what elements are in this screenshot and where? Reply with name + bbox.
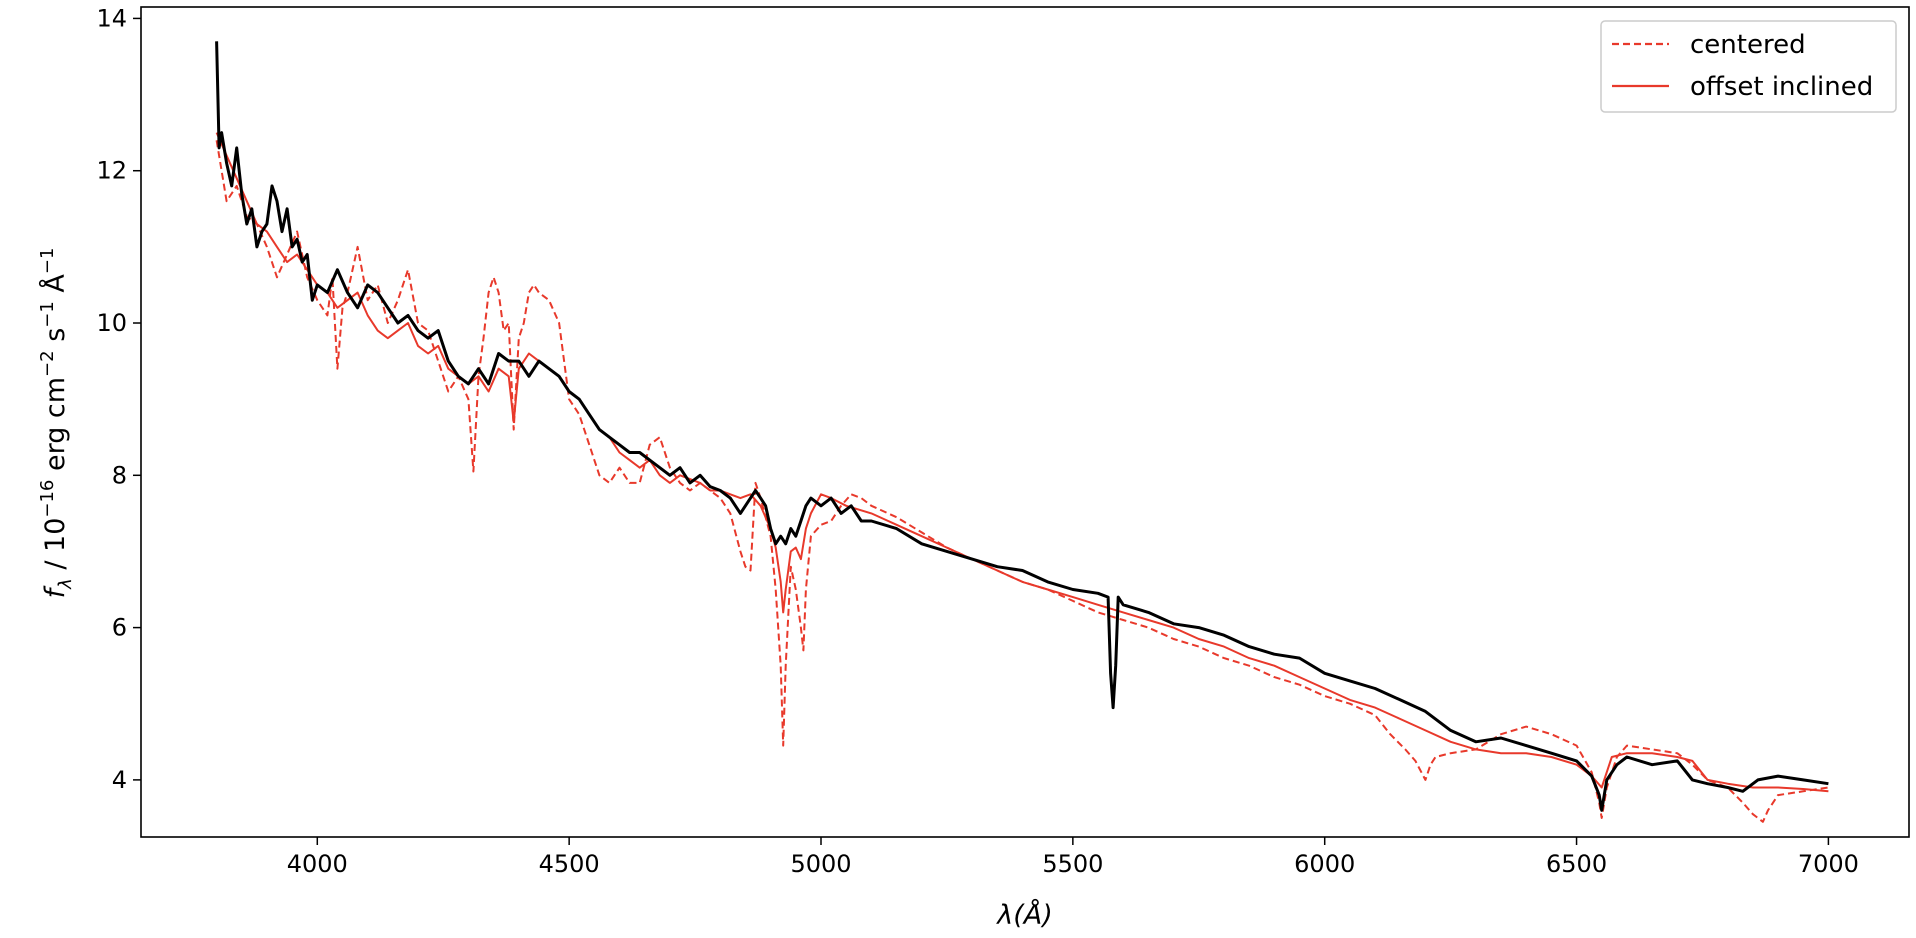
- series-line-observed: [215, 41, 1829, 812]
- legend-label-centered: centered: [1690, 30, 1806, 60]
- y-label-s: s: [40, 328, 71, 351]
- y-label-lambda-sub: λ: [55, 578, 76, 590]
- y-axis-ticks: 4 6 8 10 12 14: [96, 4, 141, 794]
- x-tick-label: 6000: [1294, 850, 1355, 878]
- y-label-exp16: −16: [37, 480, 58, 518]
- series-layer: [215, 41, 1829, 823]
- y-label-slash: / 10: [40, 518, 71, 579]
- y-label-angstrom: Å: [39, 274, 71, 302]
- plot-frame: [140, 6, 1910, 838]
- series-line-centered: [215, 140, 1829, 823]
- legend-label-offset-inclined: offset inclined: [1690, 72, 1873, 102]
- y-tick-label: 12: [96, 157, 127, 185]
- x-tick-label: 4500: [539, 850, 600, 878]
- y-tick-label: 14: [96, 4, 127, 32]
- x-tick-label: 6500: [1546, 850, 1607, 878]
- x-tick-label: 5500: [1042, 850, 1103, 878]
- x-tick-label: 4000: [287, 850, 348, 878]
- y-tick-label: 4: [112, 766, 127, 794]
- x-axis-ticks: 4000 4500 5000 5500 6000 6500 7000: [287, 837, 1859, 878]
- y-label-exp1a: −1: [37, 301, 58, 328]
- x-tick-label: 5000: [790, 850, 851, 878]
- y-tick-label: 6: [112, 614, 127, 642]
- y-label-erg: erg cm: [40, 377, 71, 480]
- x-axis-label: λ(Å): [995, 899, 1053, 931]
- series-line-offset-inclined: [215, 132, 1829, 793]
- y-tick-label: 8: [112, 461, 127, 489]
- y-tick-label: 10: [96, 309, 127, 337]
- legend-box: [1600, 20, 1897, 113]
- y-label-exp1b: −1: [37, 248, 58, 275]
- y-axis-label: fλ / 10−16 erg cm−2 s−1 Å−1: [37, 248, 76, 599]
- y-label-exp2: −2: [37, 350, 58, 377]
- x-tick-label: 7000: [1798, 850, 1859, 878]
- legend: centered offset inclined: [1600, 20, 1897, 113]
